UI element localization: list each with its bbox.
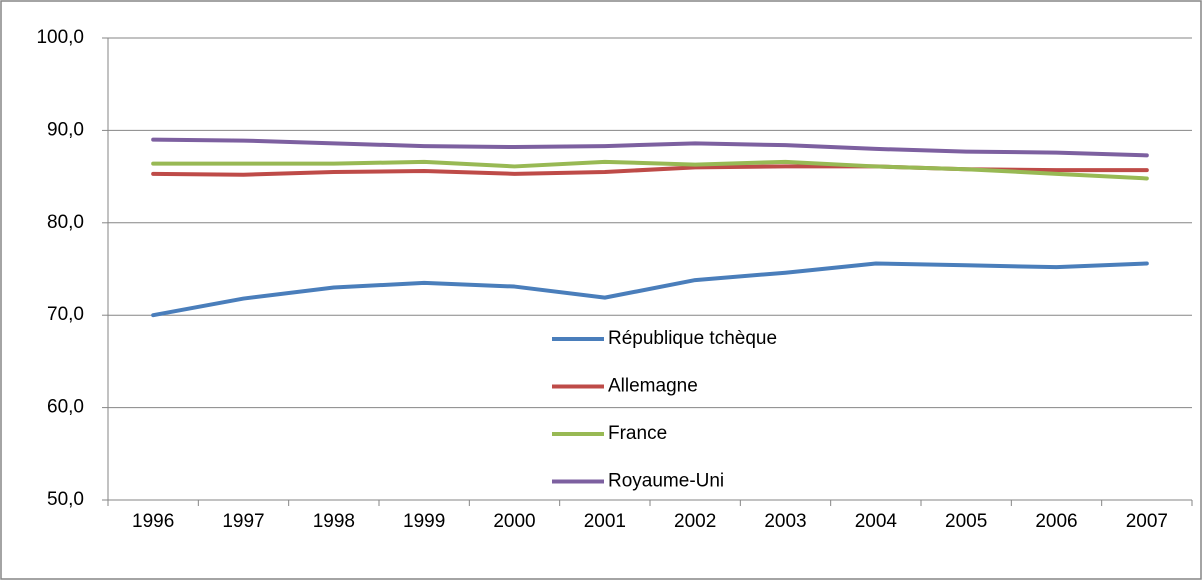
x-tick-label: 2007: [1126, 511, 1168, 532]
y-tick-label: 70,0: [47, 304, 84, 325]
x-tick-label: 2006: [1035, 511, 1077, 532]
y-tick-label: 50,0: [47, 489, 84, 510]
series-line: [151, 261, 1149, 318]
x-tick-label: 1999: [403, 511, 445, 532]
x-tick-label: 1998: [313, 511, 355, 532]
series-line: [151, 137, 1149, 158]
x-tick-label: 2000: [493, 511, 535, 532]
x-tick-label: 1996: [132, 511, 174, 532]
y-tick-label: 80,0: [47, 212, 84, 233]
legend-label: France: [608, 423, 667, 444]
x-tick-label: 2001: [584, 511, 626, 532]
x-tick-label: 2003: [764, 511, 806, 532]
y-tick-label: 100,0: [36, 27, 84, 48]
x-tick-label: 2002: [674, 511, 716, 532]
x-tick-label: 1997: [222, 511, 264, 532]
x-tick-label: 2005: [945, 511, 987, 532]
legend-label: Royaume-Uni: [608, 471, 724, 492]
x-tick-label: 2004: [855, 511, 898, 532]
series-line: [151, 159, 1149, 181]
y-tick-label: 90,0: [47, 119, 84, 140]
y-tick-label: 60,0: [47, 397, 84, 418]
legend-label: République tchèque: [608, 328, 777, 349]
legend-label: Allemagne: [608, 376, 698, 397]
